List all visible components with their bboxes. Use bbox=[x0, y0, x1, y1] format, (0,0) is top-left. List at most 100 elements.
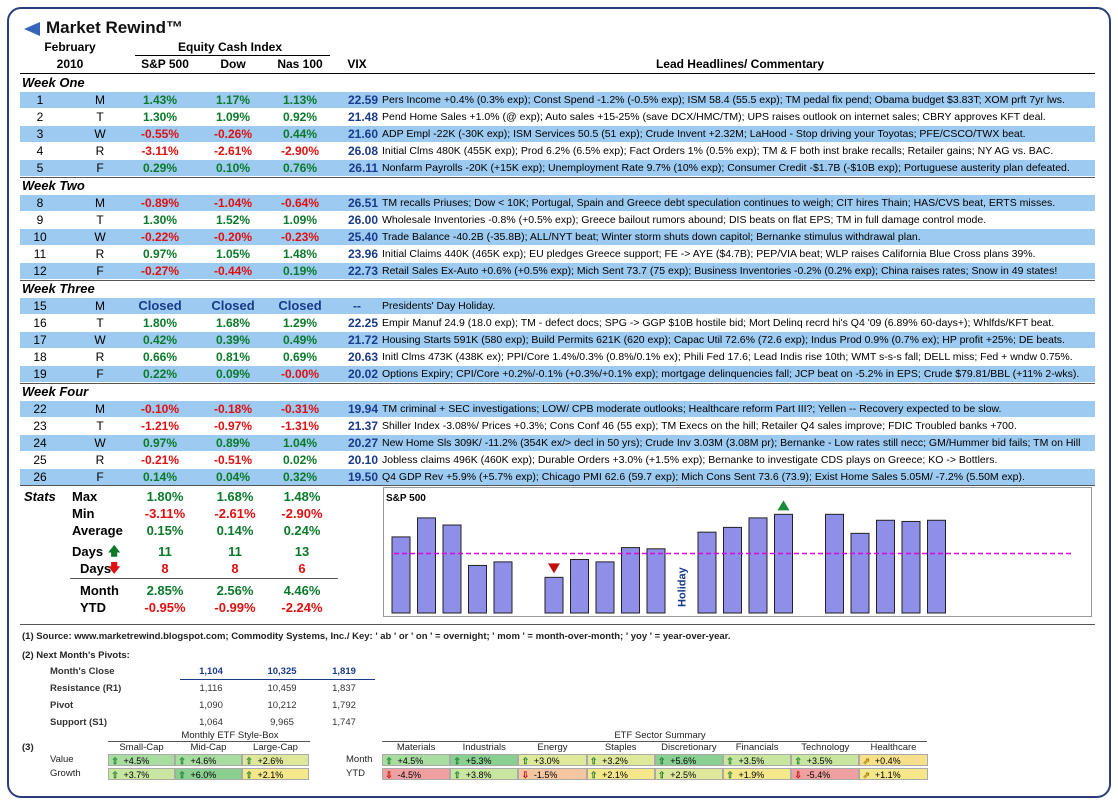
row-weekday: T bbox=[96, 316, 104, 330]
sector-value: +5.6% bbox=[667, 756, 697, 766]
trend-arrow-icon: ⇧ bbox=[178, 770, 186, 780]
stats-month-label: Month bbox=[80, 583, 119, 598]
stylebox-row-label: Value bbox=[50, 754, 74, 765]
chart-bar bbox=[876, 519, 895, 614]
sector-value: +3.2% bbox=[599, 756, 628, 766]
row-date: 4 bbox=[36, 144, 44, 158]
row-weekday: M bbox=[95, 299, 105, 313]
row-date: 2 bbox=[36, 110, 44, 124]
row-vix: 26.00 bbox=[347, 213, 378, 227]
stats-avg-label: Average bbox=[72, 523, 123, 538]
row-date: 1 bbox=[36, 93, 44, 107]
row-nas: -1.31% bbox=[280, 419, 320, 433]
dow-header: Dow bbox=[220, 57, 246, 71]
sector-value: -1.5% bbox=[531, 770, 558, 780]
row-date: 8 bbox=[36, 196, 44, 210]
footnote-source: (1) Source: www.marketrewind.blogspot.co… bbox=[22, 631, 731, 642]
stats-month-nq: 4.46% bbox=[283, 583, 321, 598]
pivot-s1-label: Support (S1) bbox=[50, 717, 107, 728]
stats-down-label: Days bbox=[80, 561, 112, 576]
stylebox-value: +2.1% bbox=[255, 770, 284, 780]
row-headline: Pers Income +0.4% (0.3% exp); Const Spen… bbox=[382, 94, 1065, 106]
down-arrow-icon: 🡇 bbox=[108, 561, 121, 575]
stats-up-nq: 13 bbox=[294, 544, 310, 559]
row-dow: -0.44% bbox=[213, 264, 253, 278]
row-headline: Jobless claims 496K (460K exp); Durable … bbox=[382, 454, 998, 466]
row-nas: 0.44% bbox=[282, 127, 318, 141]
row-dow: 1.68% bbox=[215, 316, 251, 330]
stats-min-dj: -2.61% bbox=[214, 506, 256, 521]
pivot-close-dow: 10,325 bbox=[267, 666, 297, 677]
row-sp: Closed bbox=[138, 298, 182, 313]
row-headline: Nonfarm Payrolls -20K (+15K exp); Unempl… bbox=[382, 162, 1070, 174]
sector-cell: ⇧ +3.5% bbox=[723, 754, 792, 766]
vix-header: VIX bbox=[347, 57, 367, 71]
stats-month-sp: 2.85% bbox=[146, 583, 184, 598]
pivot-s1-dow: 9,965 bbox=[270, 717, 294, 728]
footer-rule bbox=[20, 624, 1095, 625]
row-vix: 20.27 bbox=[347, 436, 378, 450]
row-date: 26 bbox=[33, 470, 47, 484]
row-weekday: M bbox=[95, 93, 105, 107]
sector-cell: ⇧ +3.0% bbox=[518, 754, 587, 766]
sector-cell: ⇩ -5.4% bbox=[791, 768, 860, 780]
row-weekday: F bbox=[96, 470, 104, 484]
chart-bar bbox=[570, 559, 589, 614]
row-date: 17 bbox=[33, 333, 47, 347]
row-headline: Pend Home Sales +1.0% (@ exp); Auto sale… bbox=[382, 111, 1046, 123]
stylebox-value: +3.7% bbox=[121, 770, 150, 780]
table-row bbox=[20, 160, 1095, 176]
table-row bbox=[20, 469, 1095, 485]
pivot-pivot-dow: 10,212 bbox=[267, 700, 297, 711]
row-headline: Wholesale Inventories -0.8% (+0.5% exp);… bbox=[382, 214, 987, 226]
stats-down-sp: 8 bbox=[161, 561, 169, 576]
stats-down-dj: 8 bbox=[231, 561, 239, 576]
chart-bar bbox=[748, 517, 768, 614]
sector-cell: ⇧ +5.3% bbox=[450, 754, 519, 766]
trend-arrow-icon: ⇩ bbox=[521, 770, 530, 780]
holiday-label: Holiday bbox=[677, 566, 689, 607]
table-row bbox=[20, 263, 1095, 279]
row-sp: -0.21% bbox=[140, 453, 180, 467]
row-dow: 0.39% bbox=[215, 333, 251, 347]
row-dow: 1.17% bbox=[215, 93, 251, 107]
sector-cell: ⇩ -4.5% bbox=[382, 768, 451, 780]
row-sp: 0.22% bbox=[142, 367, 178, 381]
stats-avg-nq: 0.24% bbox=[283, 523, 321, 538]
month-label: February bbox=[44, 40, 96, 54]
row-nas: 0.32% bbox=[282, 470, 318, 484]
sector-value: +2.1% bbox=[599, 770, 628, 780]
pivot-close-label: Month's Close bbox=[50, 666, 115, 677]
trend-arrow-icon: ⇧ bbox=[453, 756, 461, 766]
row-sp: 1.80% bbox=[142, 316, 178, 330]
chart-bar bbox=[927, 519, 946, 614]
stylebox-value: +2.6% bbox=[255, 756, 284, 766]
sector-value: +3.5% bbox=[804, 756, 833, 766]
pivot-r1-label: Resistance (R1) bbox=[50, 683, 122, 694]
row-nas: -0.31% bbox=[280, 402, 320, 416]
back-arrow-icon[interactable] bbox=[24, 22, 40, 36]
sector-value: +4.5% bbox=[395, 756, 424, 766]
row-headline: New Home Sls 309K/ -11.2% (354K ex/> dec… bbox=[382, 437, 1081, 449]
row-date: 24 bbox=[33, 436, 47, 450]
stats-ytd-sp: -0.95% bbox=[144, 600, 186, 615]
row-weekday: R bbox=[95, 350, 105, 364]
stats-max-label: Max bbox=[72, 489, 98, 504]
nas-header: Nas 100 bbox=[277, 57, 323, 71]
stats-ytd-nq: -2.24% bbox=[281, 600, 323, 615]
table-row bbox=[20, 126, 1095, 142]
row-sp: -0.10% bbox=[140, 402, 180, 416]
row-date: 12 bbox=[33, 264, 47, 278]
row-date: 25 bbox=[33, 453, 47, 467]
row-headline: Initial Clms 480K (455K exp); Prod 6.2% … bbox=[382, 145, 1054, 157]
row-weekday: W bbox=[94, 333, 106, 347]
row-dow: -2.61% bbox=[213, 144, 253, 158]
chart-bar bbox=[417, 517, 436, 614]
row-nas: 0.49% bbox=[282, 333, 318, 347]
row-dow: Closed bbox=[211, 298, 255, 313]
chart-bar bbox=[646, 548, 666, 614]
stylebox-col: Small-Cap bbox=[119, 742, 164, 753]
pivot-close-sp: 1,104 bbox=[199, 666, 223, 677]
chart-bar bbox=[468, 564, 487, 614]
row-date: 19 bbox=[33, 367, 47, 381]
